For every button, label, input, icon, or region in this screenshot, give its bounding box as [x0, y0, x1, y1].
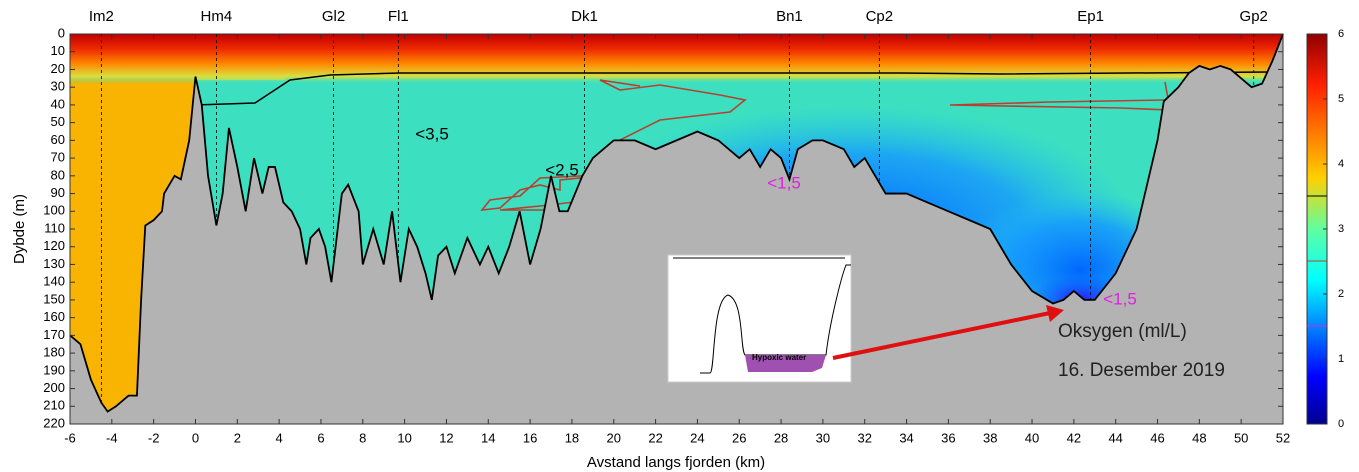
colorbar-tick-label: 6 [1338, 28, 1344, 40]
x-tick-label: 16 [523, 430, 537, 445]
y-tick-label: 0 [58, 25, 65, 40]
y-tick-label: 210 [43, 398, 65, 413]
y-tick-label: 160 [43, 309, 65, 324]
y-tick-label: 70 [51, 150, 65, 165]
y-tick-label: 10 [51, 43, 65, 58]
station-label: Bn1 [776, 8, 803, 25]
x-tick-label: -6 [64, 430, 76, 445]
x-tick-label: 38 [983, 430, 997, 445]
x-axis-label: Avstand langs fjorden (km) [587, 454, 765, 471]
station-label: Hm4 [201, 8, 233, 25]
y-tick-label: 100 [43, 203, 65, 218]
inset-label: Hypoxic water [752, 353, 806, 362]
annotation: <2,5 [545, 160, 579, 179]
colorbar-tick-label: 5 [1338, 93, 1344, 105]
x-tick-label: 4 [276, 430, 283, 445]
inset: Hypoxic water [668, 255, 851, 382]
x-tick-label: 26 [732, 430, 746, 445]
x-tick-label: 28 [774, 430, 788, 445]
annotation: <1,5 [767, 173, 801, 192]
colorbar-tick-label: 3 [1338, 223, 1344, 235]
chart: <3,5 <2,5 <1,5 <1,5 Oksygen (ml/L) 16. D… [0, 0, 1359, 472]
x-tick-label: 14 [481, 430, 495, 445]
x-tick-label: 48 [1192, 430, 1206, 445]
y-tick-label: 50 [51, 114, 65, 129]
y-tick-label: 220 [43, 415, 65, 430]
x-tick-label: 20 [607, 430, 621, 445]
x-tick-label: 50 [1234, 430, 1248, 445]
y-tick-label: 130 [43, 256, 65, 271]
y-tick-label: 80 [51, 167, 65, 182]
x-tick-label: 0 [192, 430, 199, 445]
y-tick-label: 190 [43, 362, 65, 377]
colorbar-tick-label: 4 [1338, 158, 1344, 170]
annotation: <1,5 [1103, 289, 1137, 308]
annotation: <3,5 [415, 124, 449, 143]
station-label: Gl2 [322, 8, 345, 25]
annotation: Oksygen (ml/L) [1058, 321, 1187, 342]
x-tick-label: 36 [941, 430, 955, 445]
y-tick-label: 170 [43, 327, 65, 342]
x-tick-label: 2 [234, 430, 241, 445]
x-tick-label: 30 [816, 430, 830, 445]
station-label: Cp2 [866, 8, 894, 25]
x-tick-label: 8 [359, 430, 366, 445]
y-tick-label: 150 [43, 291, 65, 306]
x-tick-label: 12 [439, 430, 453, 445]
y-tick-label: 20 [51, 61, 65, 76]
colorbar-tick-label: 2 [1338, 288, 1344, 300]
x-tick-label: -4 [106, 430, 118, 445]
x-tick-label: -2 [148, 430, 160, 445]
x-tick-label: 44 [1108, 430, 1122, 445]
x-tick-label: 22 [648, 430, 662, 445]
y-tick-label: 110 [44, 220, 65, 235]
x-tick-label: 42 [1067, 430, 1081, 445]
x-tick-label: 10 [397, 430, 411, 445]
y-tick-label: 180 [43, 345, 65, 360]
x-tick-label: 24 [690, 430, 704, 445]
x-tick-label: 34 [899, 430, 913, 445]
x-tick-label: 18 [565, 430, 579, 445]
y-axis-label: Dybde (m) [11, 194, 28, 264]
colorbar-tick-label: 0 [1338, 418, 1344, 430]
x-tick-label: 40 [1025, 430, 1039, 445]
y-tick-label: 40 [51, 96, 65, 111]
colorbar-tick-label: 1 [1338, 353, 1344, 365]
station-label: Gp2 [1240, 8, 1268, 25]
y-tick-label: 120 [43, 238, 65, 253]
x-tick-label: 46 [1150, 430, 1164, 445]
y-tick-label: 60 [51, 132, 65, 147]
x-tick-label: 52 [1276, 430, 1290, 445]
y-tick-label: 200 [43, 380, 65, 395]
x-tick-label: 6 [317, 430, 324, 445]
y-tick-label: 140 [43, 274, 65, 289]
y-tick-label: 30 [51, 79, 65, 94]
station-label: Dk1 [571, 8, 598, 25]
x-tick-label: 32 [857, 430, 871, 445]
station-label: Im2 [89, 8, 114, 25]
station-label: Ep1 [1077, 8, 1104, 25]
station-label: Fl1 [388, 8, 409, 25]
y-tick-label: 90 [51, 185, 65, 200]
annotation: 16. Desember 2019 [1058, 360, 1225, 381]
